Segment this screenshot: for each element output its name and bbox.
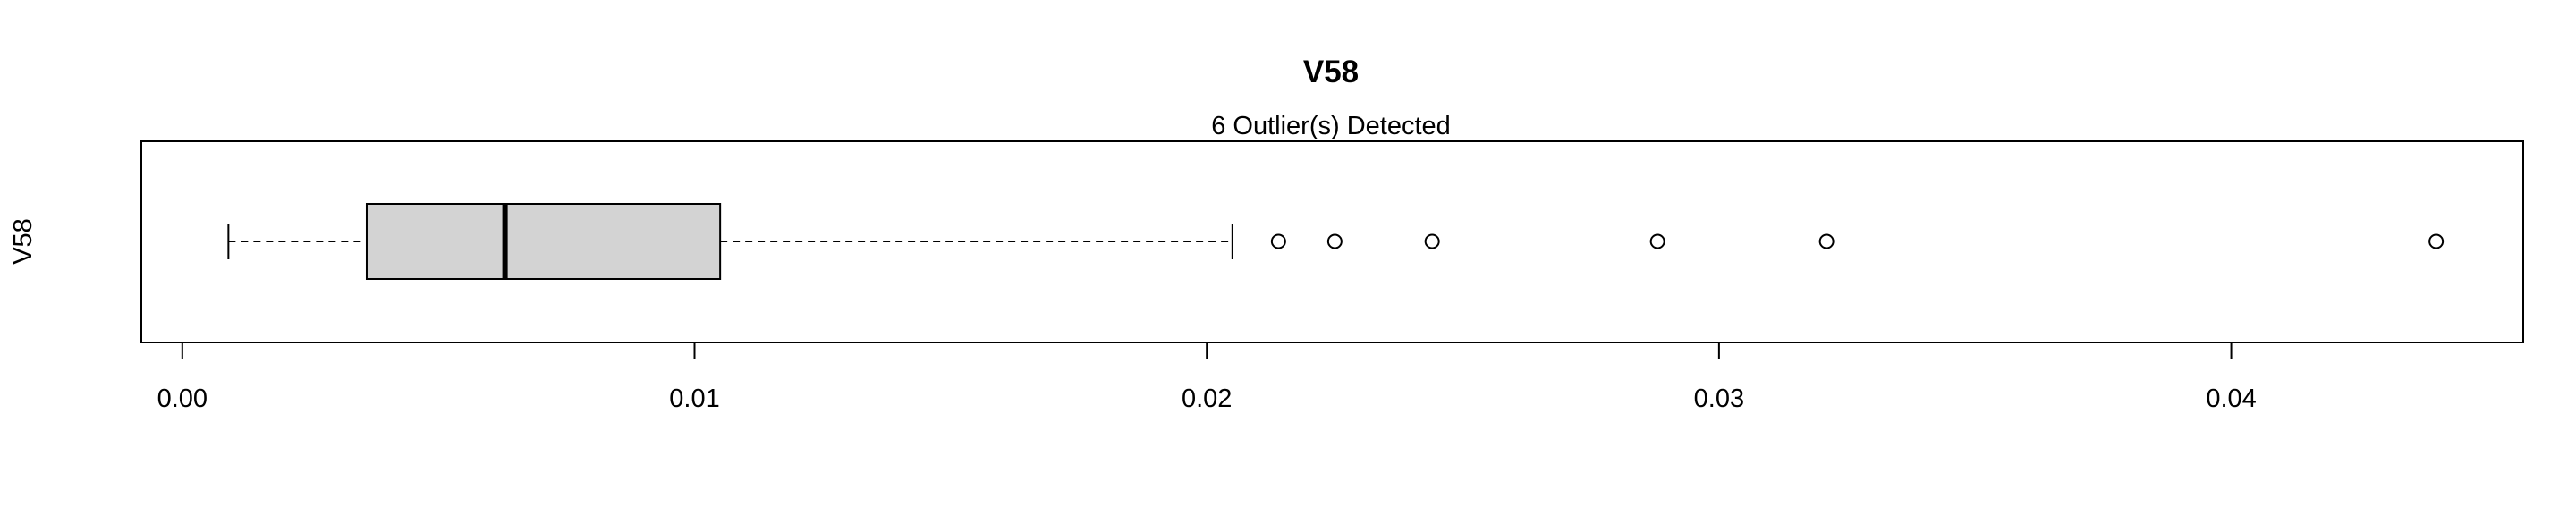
x-tick-label: 0.00 xyxy=(157,384,208,413)
outlier-point xyxy=(1818,233,1835,249)
outlier-point xyxy=(1326,233,1343,249)
outlier-point xyxy=(1424,233,1440,249)
x-tick-label: 0.04 xyxy=(2206,384,2256,413)
x-tick-label: 0.03 xyxy=(1694,384,1744,413)
boxplot-marks xyxy=(227,203,2445,280)
outlier-point xyxy=(1649,233,1665,249)
outlier-point xyxy=(2428,233,2445,249)
iqr-box xyxy=(365,203,722,280)
y-axis-label: V58 xyxy=(9,218,38,265)
outlier-point xyxy=(1270,233,1286,249)
x-tick-label: 0.01 xyxy=(669,384,719,413)
chart-title: V58 xyxy=(1303,55,1359,89)
chart-subtitle: 6 Outlier(s) Detected xyxy=(1211,112,1451,140)
x-tick-label: 0.02 xyxy=(1182,384,1232,413)
x-axis: 0.00 0.01 0.02 0.03 0.04 xyxy=(157,342,2257,413)
